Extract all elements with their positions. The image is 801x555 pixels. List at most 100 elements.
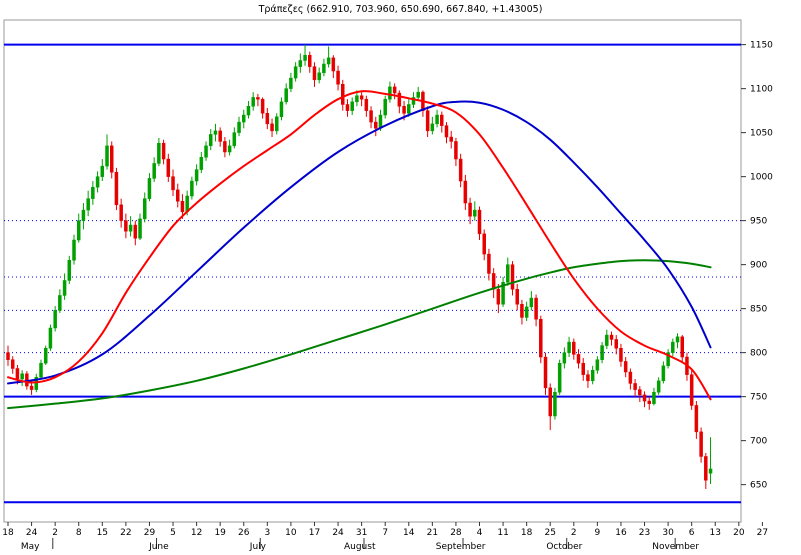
candle-body-down [10,359,15,369]
x-axis-date-label: 4 [477,528,483,538]
candle-body-down [463,180,468,204]
y-axis-label: 650 [750,481,767,491]
x-axis-date-label: 28 [450,528,462,538]
candle-body-down [223,141,227,153]
candle-body-down [454,141,458,160]
x-axis-date-label: 27 [757,528,768,538]
candle-body-up [152,163,156,179]
candle-body-up [62,280,67,296]
candle-body-down [114,171,119,206]
x-axis-date-label: 11 [497,528,508,538]
candle-body-up [661,365,666,382]
x-axis-date-label: 12 [191,528,202,538]
candle-body-down [534,297,538,320]
candle-body-up [355,95,359,103]
candle-body-up [590,369,595,382]
candle-body-down [171,176,175,191]
candle-body-up [67,259,72,281]
y-axis-label: 850 [750,305,767,315]
x-axis-date-label: 8 [76,528,82,538]
candle-body-up [204,145,208,158]
candle-body-down [477,209,482,235]
candle-body-up [430,123,435,132]
candle-body-down [543,356,548,389]
candle-body-up [600,345,604,360]
x-axis-date-label: 29 [144,528,156,538]
candle-body-down [440,114,444,126]
x-axis-date-label: 6 [689,528,695,538]
candle-body-up [388,86,392,100]
candle-body-down [628,371,633,384]
candle-body-up [416,91,420,98]
candle-body-down [341,83,345,105]
candle-body-down [374,121,378,129]
candle-body-down [359,95,364,100]
candle-body-up [242,114,246,123]
x-axis-date-label: 18 [521,528,533,538]
y-axis-label: 900 [750,261,767,271]
candle-body-down [510,264,515,290]
candle-body-up [72,239,76,261]
x-axis-date-label: 24 [332,528,344,538]
candle-body-down [491,273,496,290]
candle-body-down [449,136,453,142]
x-axis-date-label: 10 [285,528,297,538]
month-label: August [344,542,376,552]
candle-body-down [175,189,180,202]
candle-body-up [246,105,251,116]
candle-body-down [392,86,397,94]
ma-fast-red-line [7,90,712,401]
x-axis-date-label: 23 [639,528,650,538]
candle-body-down [642,394,647,402]
candle-body-up [293,66,298,79]
x-axis-date-label: 9 [595,528,601,538]
candle-body-down [699,431,703,457]
month-label: July [249,542,267,552]
candle-body-up [213,130,218,135]
x-axis-date-label: 5 [170,528,176,538]
candle-body-up [48,327,53,349]
candle-body-up [43,347,48,364]
candle-body-up [652,391,656,404]
x-axis-date-label: 16 [615,528,627,538]
month-label: October [546,542,582,552]
candle-body-down [619,347,623,362]
candle-body-down [638,389,642,396]
y-axis-label: 1150 [750,41,773,51]
candle-body-up [501,281,505,305]
candle-body-up [81,209,86,221]
candle-body-up [473,209,477,217]
candle-body-up [595,359,600,371]
candle-body-down [515,289,519,305]
candle-body-down [576,354,581,364]
candle-body-down [581,362,585,375]
candle-body-down [680,336,684,358]
x-axis-date-label: 24 [26,528,38,538]
candle-body-down [312,66,317,81]
candle-body-down [444,125,449,138]
candle-body-down [614,339,618,349]
x-axis-date-label: 13 [710,528,721,538]
y-axis-label: 700 [750,437,767,447]
month-label: May [21,542,40,552]
candle-body-down [402,105,406,114]
candle-body-up [199,157,204,170]
candle-body-up [190,180,194,197]
candle-body-down [694,405,699,433]
candle-body-down [689,374,694,406]
x-axis-date-label: 3 [264,528,270,538]
candle-body-up [105,145,109,167]
candle-body-down [308,54,312,67]
x-axis-date-label: 18 [2,528,14,538]
x-axis-date-label: 7 [382,528,388,538]
month-label: November [652,542,699,552]
x-axis-date-label: 15 [97,528,108,538]
candle-body-up [39,362,43,378]
candle-body-up [557,362,562,393]
candle-body-up [303,54,307,61]
candle-body-up [326,57,331,65]
candle-body-up [322,63,326,74]
x-axis-date-label: 19 [214,528,226,538]
candle-body-up [53,310,57,329]
